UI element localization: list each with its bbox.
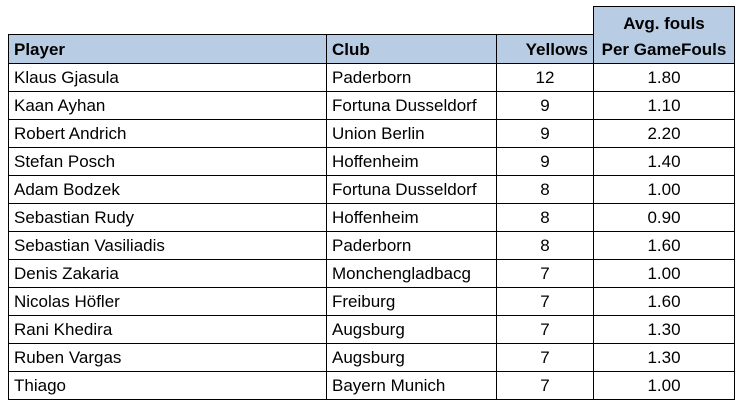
avg-fouls-cell: 1.30 [593,315,735,344]
table-row: Denis Zakaria Monchengladbacg 7 1.00 [8,259,735,288]
table-row: Kaan Ayhan Fortuna Dusseldorf 9 1.10 [8,91,735,120]
club-cell: Fortuna Dusseldorf [326,175,497,204]
yellows-cell: 12 [496,63,594,92]
player-cell: Thiago [8,371,327,400]
player-cell: Ruben Vargas [8,343,327,372]
table-row: Sebastian Rudy Hoffenheim 8 0.90 [8,203,735,232]
avg-fouls-cell: 1.10 [593,91,735,120]
club-cell: Hoffenheim [326,147,497,176]
yellows-cell: 8 [496,203,594,232]
avg-fouls-cell: 1.60 [593,231,735,260]
avg-fouls-cell: 1.00 [593,175,735,204]
club-cell: Union Berlin [326,119,497,148]
table-row: Robert Andrich Union Berlin 9 2.20 [8,119,735,148]
player-cell: Adam Bodzek [8,175,327,204]
header-avg-fouls-line2: Per GameFouls [601,40,727,59]
header-row-top: Avg. fouls Per GameFouls [9,6,735,64]
header-yellows: Yellows [496,34,594,64]
club-cell: Bayern Munich [326,371,497,400]
empty-cell [9,7,327,35]
yellows-cell: 9 [496,91,594,120]
yellow-cards-table: Avg. fouls Per GameFouls Player Club Yel… [8,6,735,400]
club-cell: Fortuna Dusseldorf [326,91,497,120]
table-row: Rani Khedira Augsburg 7 1.30 [8,315,735,344]
club-cell: Augsburg [326,315,497,344]
yellows-cell: 9 [496,147,594,176]
avg-fouls-cell: 1.80 [593,63,735,92]
avg-fouls-cell: 1.30 [593,343,735,372]
club-cell: Monchengladbacg [326,259,497,288]
yellows-cell: 8 [496,175,594,204]
table-row: Stefan Posch Hoffenheim 9 1.40 [8,147,735,176]
empty-cell [497,7,594,35]
avg-fouls-cell: 2.20 [593,119,735,148]
avg-fouls-cell: 1.40 [593,147,735,176]
club-cell: Paderborn [326,231,497,260]
player-cell: Sebastian Rudy [8,203,327,232]
yellows-cell: 7 [496,259,594,288]
table-row: Adam Bodzek Fortuna Dusseldorf 8 1.00 [8,175,735,204]
yellows-cell: 7 [496,371,594,400]
avg-fouls-cell: 1.00 [593,259,735,288]
header-avg-fouls-line1: Avg. fouls [623,14,705,33]
empty-cell [327,7,497,35]
header-club: Club [326,34,497,64]
avg-fouls-cell: 1.60 [593,287,735,316]
yellows-cell: 9 [496,119,594,148]
yellows-cell: 8 [496,231,594,260]
table-row: Sebastian Vasiliadis Paderborn 8 1.60 [8,231,735,260]
club-cell: Hoffenheim [326,203,497,232]
club-cell: Paderborn [326,63,497,92]
yellows-cell: 7 [496,287,594,316]
player-cell: Rani Khedira [8,315,327,344]
header-row: Player Club Yellows [8,34,735,64]
player-cell: Klaus Gjasula [8,63,327,92]
club-cell: Freiburg [326,287,497,316]
player-cell: Robert Andrich [8,119,327,148]
player-cell: Denis Zakaria [8,259,327,288]
table-row: Thiago Bayern Munich 7 1.00 [8,371,735,400]
table-row: Ruben Vargas Augsburg 7 1.30 [8,343,735,372]
table-body: Klaus Gjasula Paderborn 12 1.80 Kaan Ayhan Fo… [8,63,735,400]
player-cell: Kaan Ayhan [8,91,327,120]
header-avg-fouls: Avg. fouls Per GameFouls [593,6,735,64]
player-cell: Stefan Posch [8,147,327,176]
table-row: Nicolas Höfler Freiburg 7 1.60 [8,287,735,316]
avg-fouls-cell: 1.00 [593,371,735,400]
club-cell: Augsburg [326,343,497,372]
player-cell: Sebastian Vasiliadis [8,231,327,260]
player-cell: Nicolas Höfler [8,287,327,316]
avg-fouls-cell: 0.90 [593,203,735,232]
yellows-cell: 7 [496,343,594,372]
yellows-cell: 7 [496,315,594,344]
table-row: Klaus Gjasula Paderborn 12 1.80 [8,63,735,92]
header-player: Player [8,34,327,64]
